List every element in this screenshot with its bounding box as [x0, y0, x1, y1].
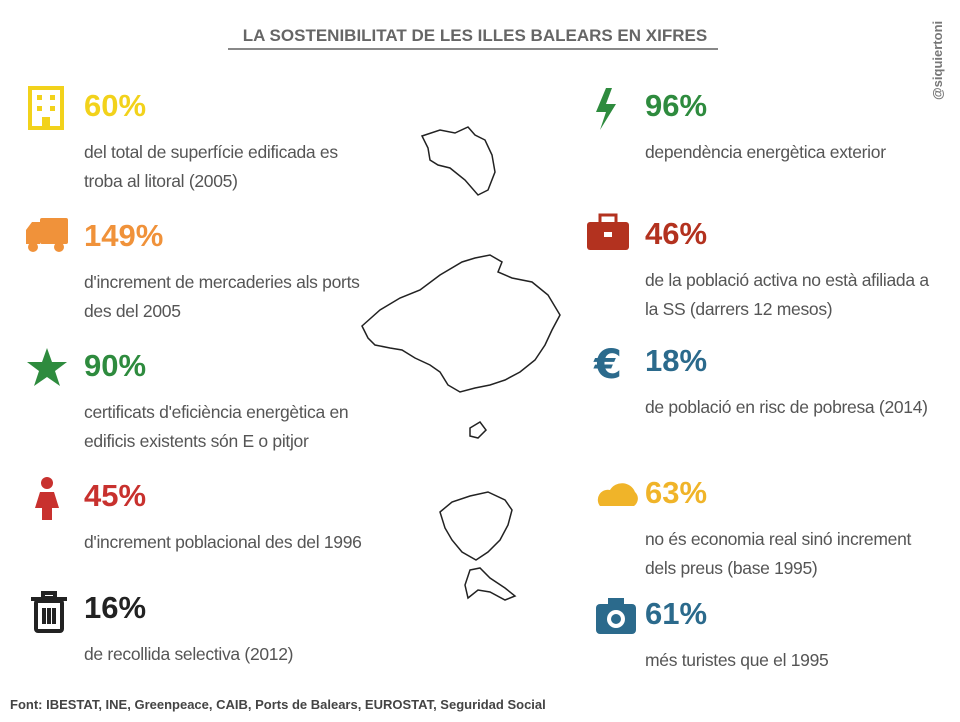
stat-value: 46%: [645, 216, 708, 251]
stat-description: dependència energètica exterior: [645, 142, 886, 162]
stat-description: de població en risc de pobresa (2014): [645, 397, 928, 417]
stat-description: dels preus (base 1995): [645, 558, 818, 578]
stat-value: 63%: [645, 475, 708, 510]
cloud-icon: [597, 483, 638, 506]
stat-value: 45%: [84, 478, 147, 513]
stat-value: 16%: [84, 590, 147, 625]
stat-description: més turistes que el 1995: [645, 650, 829, 670]
briefcase-icon: [587, 213, 629, 250]
title-underline: [228, 48, 718, 50]
stat-description: troba al litoral (2005): [84, 171, 238, 191]
stat-description: edificis existents són E o pitjor: [84, 431, 309, 451]
stat-value: 90%: [84, 348, 147, 383]
camera-icon: [596, 598, 636, 634]
stat-description: certificats d'eficiència energètica en: [84, 402, 349, 422]
euro-icon: €: [593, 342, 622, 388]
stat-description: de la població activa no està afiliada a: [645, 270, 929, 290]
eivissa: [439, 491, 513, 561]
source: Font: IBESTAT, INE, Greenpeace, CAIB, Po…: [10, 697, 546, 712]
stat-description: del total de superfície edificada es: [84, 142, 338, 162]
menorca: [420, 126, 496, 196]
cabrera: [469, 421, 487, 439]
formentera: [464, 567, 517, 601]
stat-description: d'increment de mercaderies als ports: [84, 272, 360, 292]
stat-value: 96%: [645, 88, 708, 123]
islands-map: [361, 126, 561, 601]
building-windows: [37, 95, 55, 128]
star-icon: [27, 348, 67, 386]
stat-value: 61%: [645, 596, 708, 631]
title: LA SOSTENIBILITAT DE LES ILLES BALEARS E…: [242, 26, 708, 45]
stat-value: 149%: [84, 218, 164, 253]
bolt-icon: [596, 88, 616, 130]
stat-description: la SS (darrers 12 mesos): [645, 299, 833, 319]
woman-icon: [35, 477, 59, 520]
truck-icon: [26, 218, 68, 252]
trash-icon: [31, 591, 67, 633]
stat-description: de recollida selectiva (2012): [84, 644, 294, 664]
stat-description: no és economia real sinó increment: [645, 529, 912, 549]
stat-description: des del 2005: [84, 301, 181, 321]
stat-value: 60%: [84, 88, 147, 123]
mallorca: [361, 254, 561, 393]
stat-description: d'increment poblacional des del 1996: [84, 532, 362, 552]
stat-value: 18%: [645, 343, 708, 378]
